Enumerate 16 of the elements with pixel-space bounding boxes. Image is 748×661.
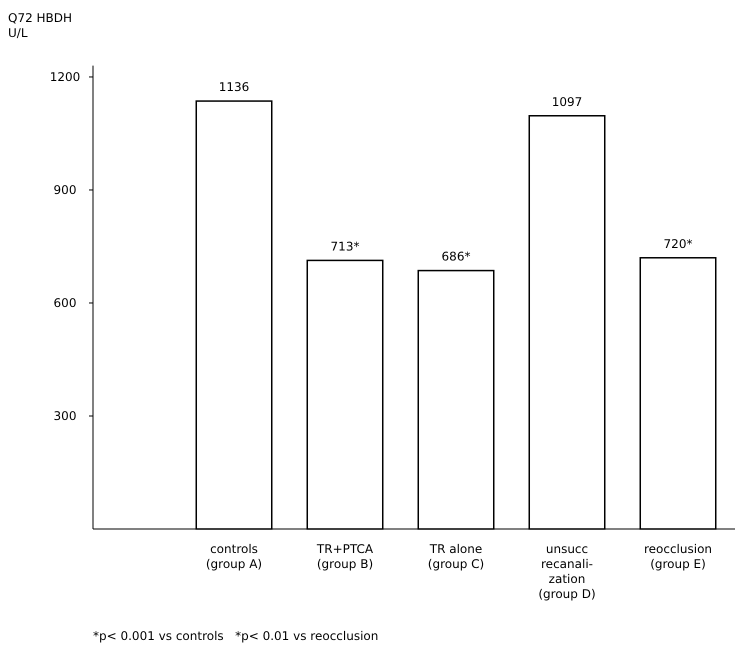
x-tick-label: TR+PTCA (group B) [316,542,374,571]
y-tick-label: 1200 [50,70,80,84]
x-tick-label: controls (group A) [206,542,262,571]
y-tick-label: 300 [54,408,76,423]
x-tick-label: TR alone (group C) [428,542,484,571]
data-label: 1097 [552,94,582,109]
x-tick-label: reocclusion (group E) [644,542,712,571]
y-axis-title: Q72 HBDH U/L [8,11,72,40]
y-tick-label: 900 [54,182,76,197]
x-tick-label: unsucc recanali- zation (group D) [538,542,596,601]
data-label: 1136 [218,80,250,94]
data-label: 713* [330,239,360,254]
data-label: 686* [442,250,470,264]
y-tick-label: 600 [54,296,76,310]
text: *p< 0.001 vs controls *p< 0.01 vs reocclusion [93,629,378,643]
data-label: 720* [664,236,692,251]
